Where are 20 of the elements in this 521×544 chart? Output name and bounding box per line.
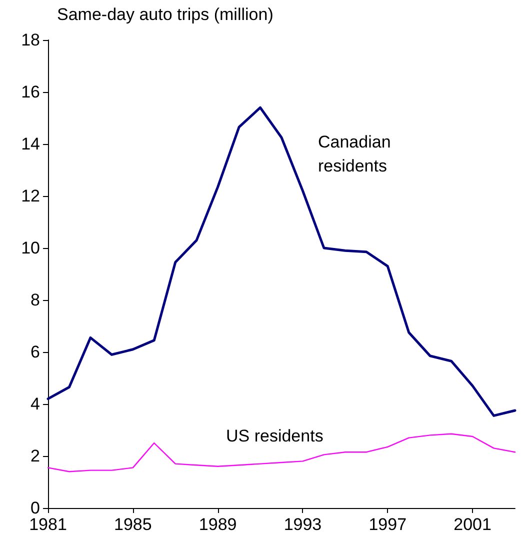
y-tick-label: 6: [30, 342, 40, 362]
y-tick-label: 12: [21, 186, 40, 206]
x-tick-label: 1997: [368, 515, 407, 534]
x-tick-label: 1993: [284, 515, 322, 534]
series-label: US residents: [226, 426, 324, 446]
y-tick-label: 16: [21, 82, 40, 102]
x-tick-label: 1985: [114, 515, 152, 534]
y-tick-label: 0: [30, 498, 40, 518]
x-tick-label: 2001: [454, 515, 492, 534]
y-tick-label: 4: [30, 394, 40, 414]
y-tick-label: 14: [21, 134, 40, 154]
y-tick-label: 10: [21, 238, 40, 258]
y-tick-label: 2: [30, 446, 40, 466]
y-tick-label: 8: [30, 290, 40, 310]
x-tick-label: 1989: [198, 515, 237, 534]
y-tick-label: 18: [21, 30, 40, 50]
x-tick-label: 1981: [29, 515, 67, 534]
y-axis-title: Same-day auto trips (million): [57, 5, 274, 24]
series-label: Canadian residents: [318, 132, 391, 176]
line-series: [46, 106, 516, 417]
